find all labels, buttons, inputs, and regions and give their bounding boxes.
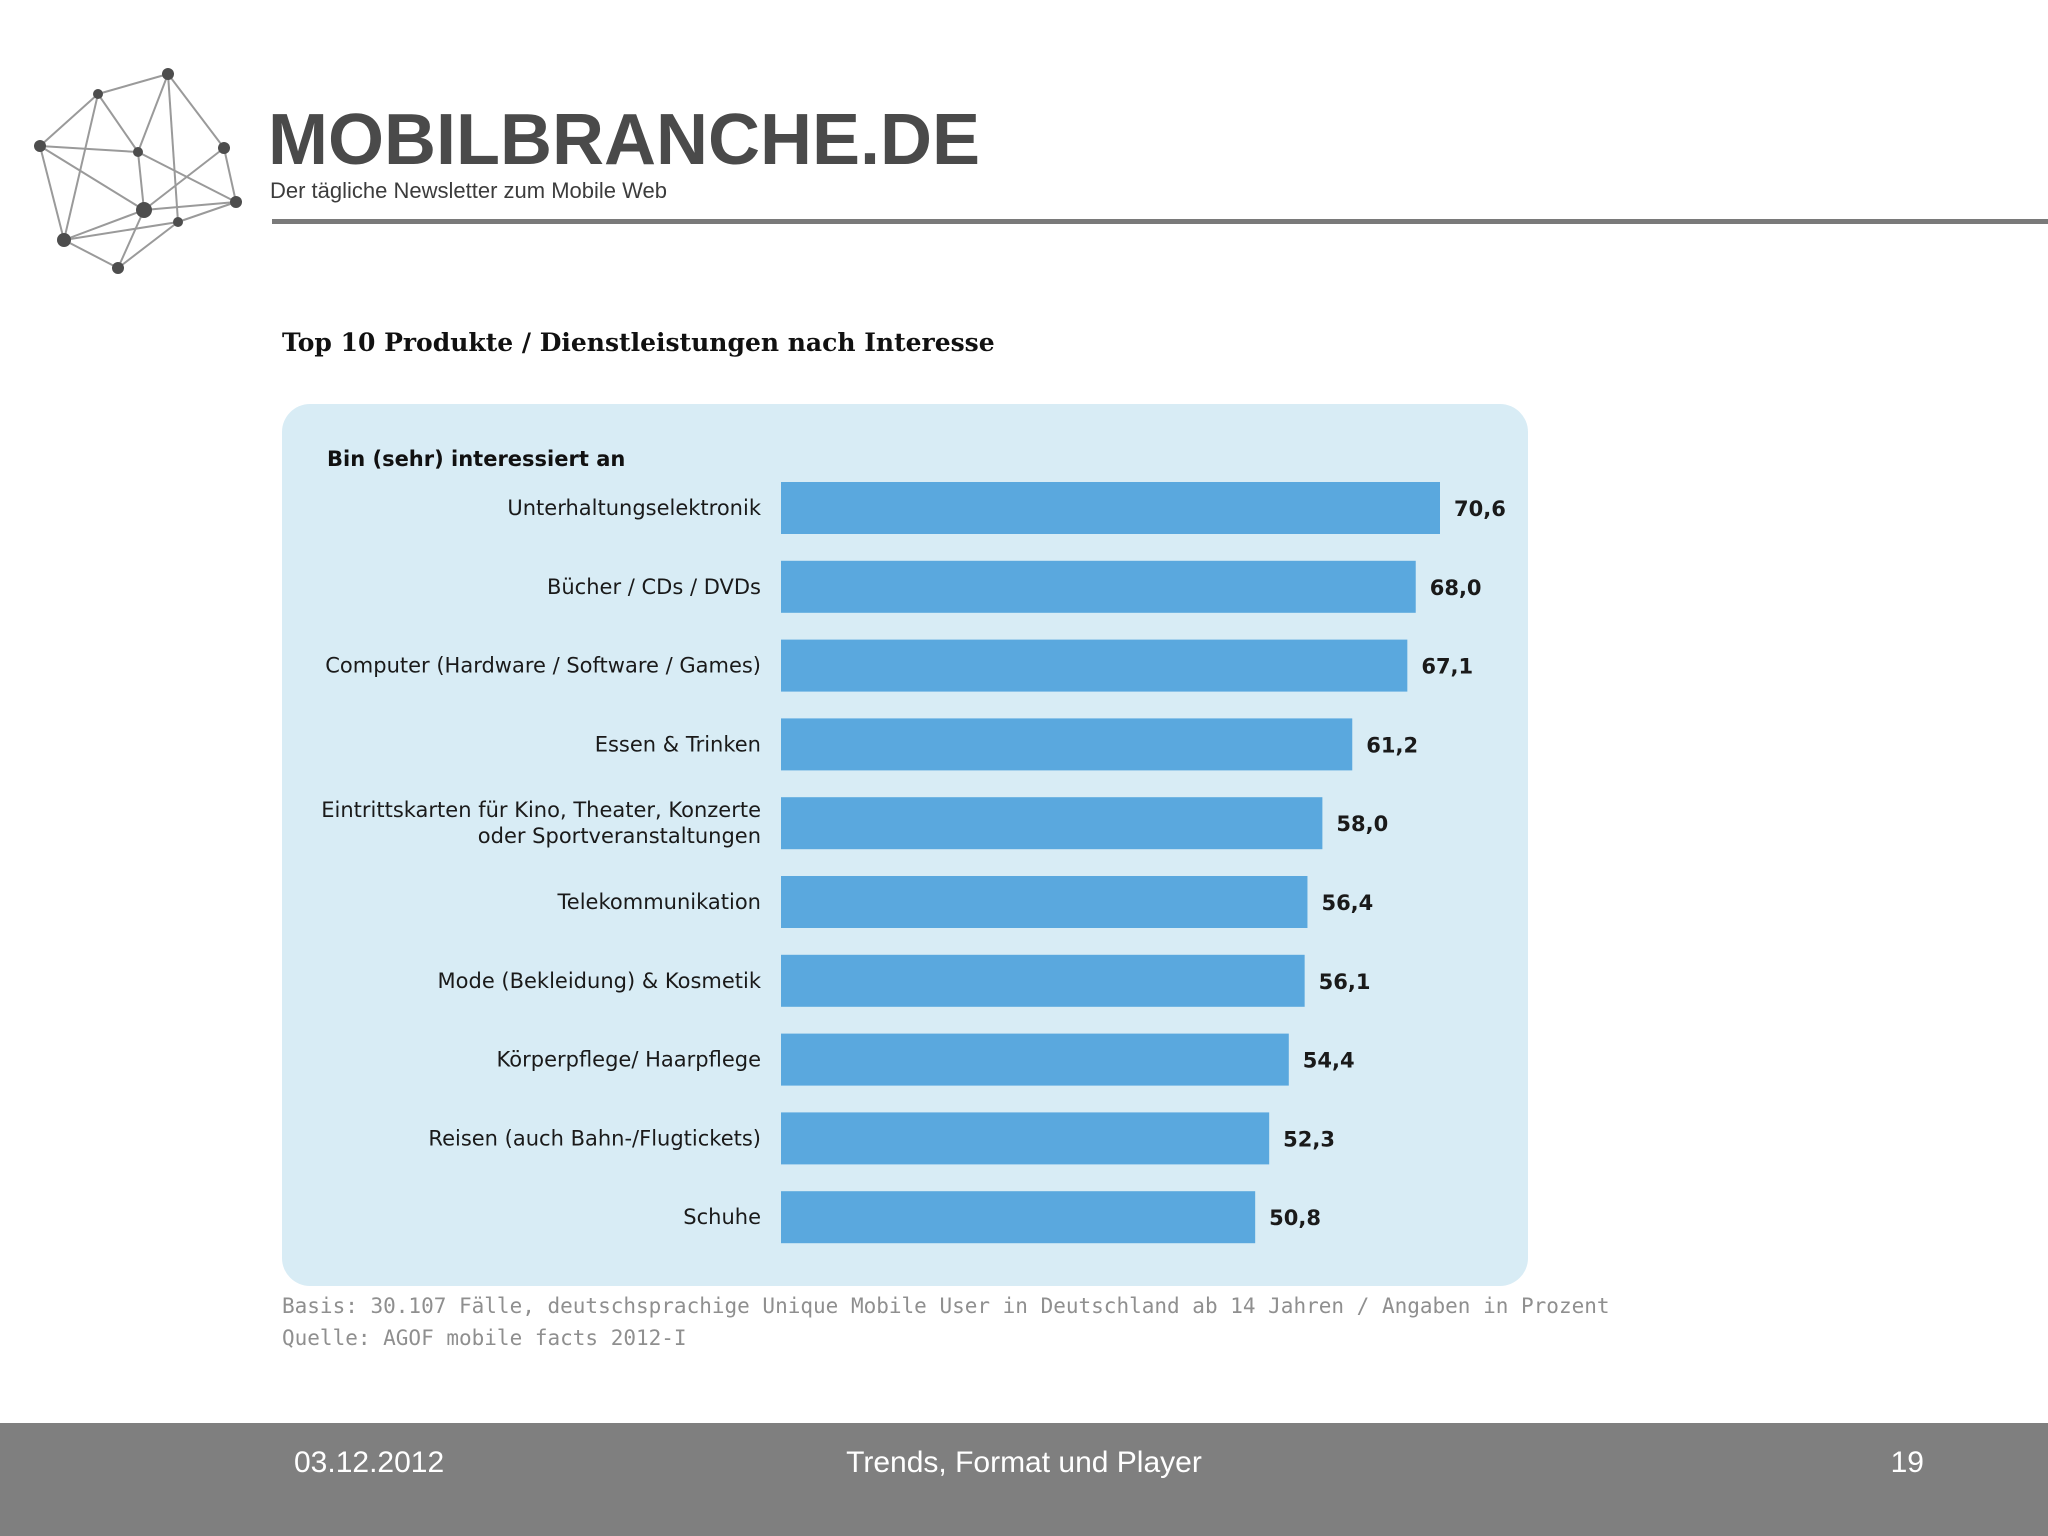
chart-panel: Bin (sehr) interessiert an Unterhaltungse…: [282, 404, 1528, 1286]
bar-2: [781, 639, 1408, 692]
bar-8: [781, 1112, 1270, 1165]
category-label: Eintrittskarten für Kino, Theater, Konze…: [321, 798, 761, 848]
value-label: 58,0: [1336, 812, 1388, 836]
category-label: Körperpflege/ Haarpflege: [497, 1048, 761, 1072]
category-label: Computer (Hardware / Software / Games): [325, 654, 761, 678]
category-label: Bücher / CDs / DVDs: [547, 575, 761, 599]
footer-bar: [0, 1423, 2048, 1536]
footer-title: Trends, Format und Player: [846, 1446, 1202, 1479]
basis-note: Basis: 30.107 Fälle, deutschsprachige Un…: [282, 1294, 1610, 1318]
bar-4: [781, 797, 1323, 850]
category-label: Mode (Bekleidung) & Kosmetik: [438, 969, 762, 993]
category-label: Reisen (auch Bahn-/Flugtickets): [428, 1126, 761, 1150]
value-label: 52,3: [1283, 1127, 1335, 1151]
category-label: Telekommunikation: [557, 890, 761, 914]
value-label: 70,6: [1454, 497, 1506, 521]
bar-5: [781, 876, 1308, 928]
page-number: 19: [1890, 1446, 1924, 1479]
value-label: 54,4: [1303, 1049, 1355, 1073]
brand-tagline: Der tägliche Newsletter zum Mobile Web: [270, 178, 667, 203]
bar-chart: Bin (sehr) interessiert an Unterhaltungse…: [321, 447, 1506, 1244]
network-graph-icon: [34, 68, 242, 274]
value-label: 61,2: [1366, 733, 1418, 757]
value-label: 56,1: [1319, 970, 1371, 994]
bar-9: [781, 1191, 1256, 1244]
bar-7: [781, 1033, 1289, 1086]
category-label: Unterhaltungselektronik: [507, 496, 761, 520]
value-label: 56,4: [1321, 891, 1373, 915]
bar-3: [781, 718, 1353, 771]
source-note: Quelle: AGOF mobile facts 2012-I: [282, 1326, 687, 1350]
value-label: 68,0: [1430, 576, 1482, 600]
chart-title: Top 10 Produkte / Dienstleistungen nach …: [282, 328, 995, 357]
bar-6: [781, 954, 1305, 1007]
footer-date: 03.12.2012: [294, 1446, 445, 1479]
brand-name: MOBILBRANCHE.DE: [268, 100, 980, 180]
category-label: Schuhe: [683, 1205, 761, 1229]
bar-0: [781, 482, 1440, 534]
value-label: 67,1: [1421, 655, 1473, 679]
chart-subtitle: Bin (sehr) interessiert an: [327, 447, 625, 471]
category-label: Essen & Trinken: [595, 732, 761, 756]
bar-1: [781, 560, 1416, 613]
value-label: 50,8: [1269, 1206, 1321, 1230]
header-divider: [272, 219, 2048, 224]
